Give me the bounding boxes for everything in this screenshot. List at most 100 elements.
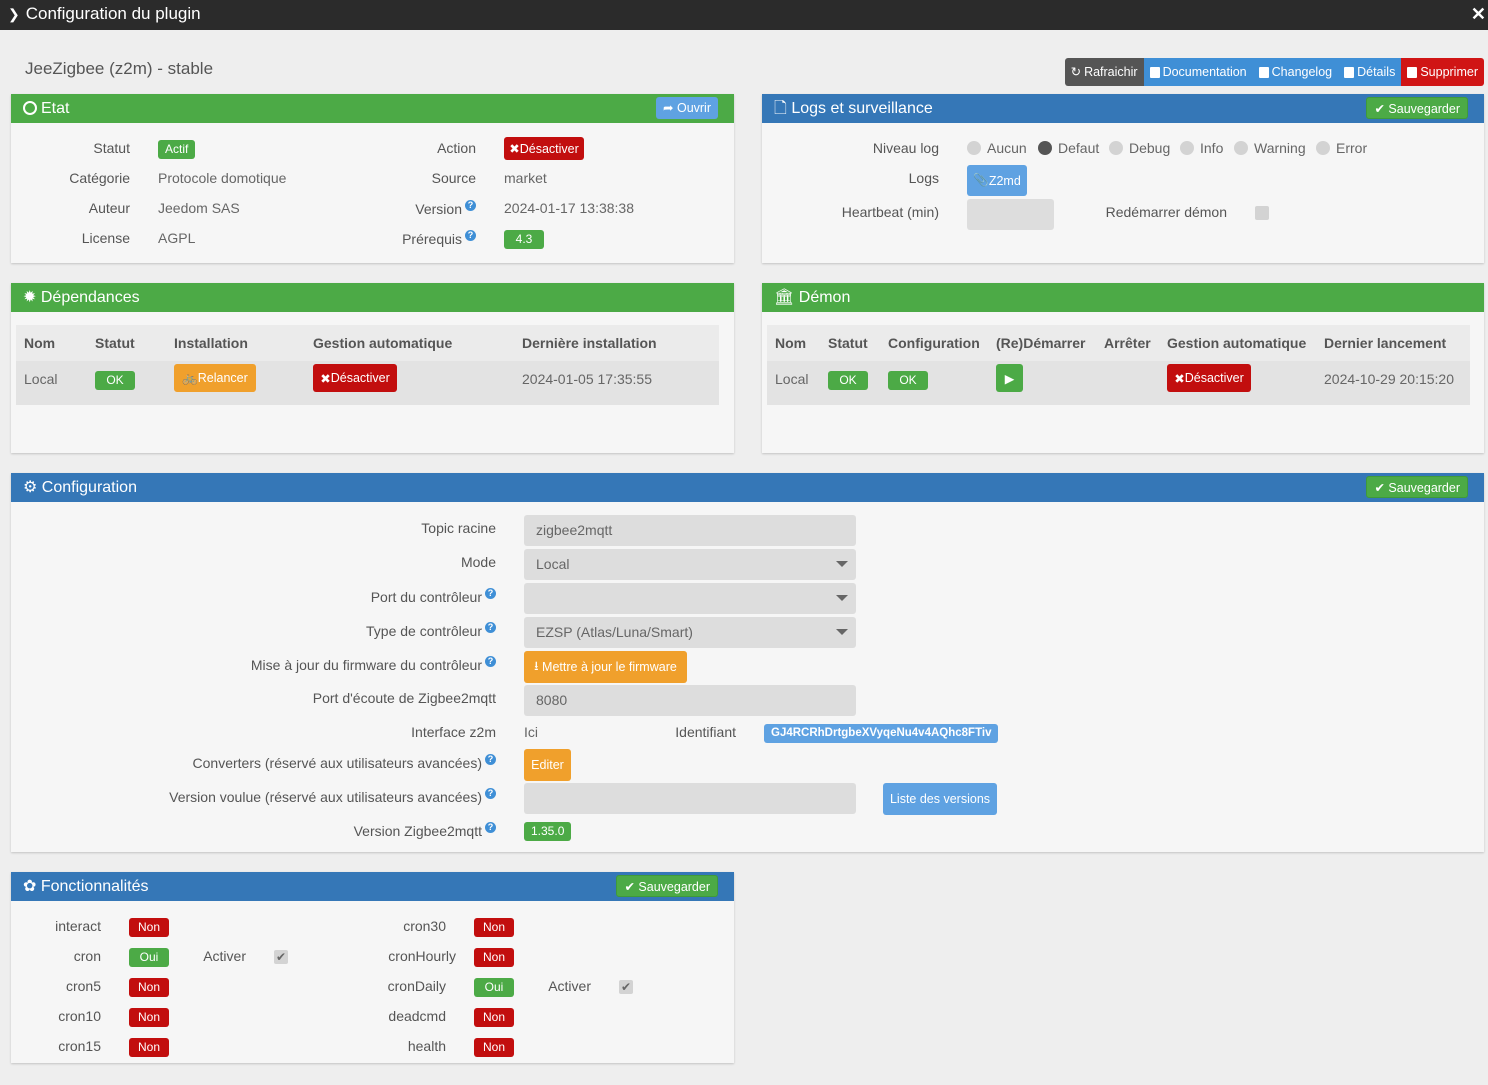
relaunch-install-button[interactable]: 🚲 Relancer xyxy=(174,364,256,392)
window-title: Configuration du plugin xyxy=(25,4,201,23)
radio-defaut[interactable] xyxy=(1038,141,1052,155)
crondaily-activate-checkbox[interactable]: ✔ xyxy=(619,980,633,994)
identifiant-badge: GJ4RCRhDrtgbeXVyqeNu4v4AQhc8FTiv xyxy=(764,724,999,743)
trash-icon xyxy=(1407,66,1418,78)
demon-nom: Local xyxy=(775,371,809,387)
delete-button[interactable]: Supprimer xyxy=(1401,58,1484,86)
dep-last-install: 2024-01-05 17:35:55 xyxy=(522,371,652,387)
dependances-header: ✹ Dépendances xyxy=(11,283,734,312)
action-label: Action xyxy=(437,140,476,156)
column-header: Nom xyxy=(775,335,807,351)
column-header: Gestion automatique xyxy=(313,335,453,351)
auteur-label: Auteur xyxy=(88,200,130,216)
radio-aucun[interactable] xyxy=(967,141,981,155)
demon-panel: 🏛 Démon Nom Statut Configuration (Re)Dém… xyxy=(762,283,1484,453)
help-icon[interactable]: ? xyxy=(465,230,476,241)
level-label: Warning xyxy=(1254,140,1306,156)
z2md-log-button[interactable]: 📎 Z2md xyxy=(967,165,1027,196)
mode-select[interactable]: Local xyxy=(524,549,856,580)
configuration-header: ⚙ Configuration ✔ Sauvegarder xyxy=(11,473,1484,502)
features-save-button[interactable]: ✔ Sauvegarder xyxy=(616,875,718,897)
wanted-version-input[interactable] xyxy=(524,783,856,814)
topic-label: Topic racine xyxy=(421,520,496,536)
demon-deactivate-button[interactable]: ✖ Désactiver xyxy=(1167,364,1251,392)
converters-label: Converters (réservé aux utilisateurs ava… xyxy=(11,754,496,771)
source-label: Source xyxy=(431,170,476,186)
cogs-icon: ⚙ xyxy=(23,479,38,496)
firmware-label: Mise à jour du firmware du contrôleur? xyxy=(11,656,496,673)
dep-deactivate-button[interactable]: ✖ Désactiver xyxy=(313,364,397,392)
close-icon[interactable]: ✕ xyxy=(1470,4,1486,24)
interface-link[interactable]: Ici xyxy=(524,724,538,740)
feature-status-badge: Non xyxy=(474,948,514,967)
puzzle-icon: ✿ xyxy=(23,878,37,895)
feature-name: health xyxy=(407,1038,446,1054)
update-firmware-button[interactable]: ⭳ Mettre à jour le firmware xyxy=(524,651,687,683)
radio-warning[interactable] xyxy=(1234,141,1248,155)
radio-info[interactable] xyxy=(1180,141,1194,155)
help-icon[interactable]: ? xyxy=(485,822,496,833)
column-header: Arrêter xyxy=(1104,335,1151,351)
feature-name: cron30 xyxy=(403,918,446,934)
feature-status-badge: Oui xyxy=(474,978,514,997)
refresh-button[interactable]: ↻ Rafraichir xyxy=(1064,58,1144,86)
window-titlebar: ❯ Configuration du plugin ✕ xyxy=(0,0,1488,30)
topic-input[interactable]: zigbee2mqtt xyxy=(524,515,856,546)
feature-status-badge: Non xyxy=(474,1038,514,1057)
restart-daemon-label: Redémarrer démon xyxy=(1105,204,1227,220)
column-header: Statut xyxy=(95,335,135,351)
feature-status-badge: Oui xyxy=(129,948,169,967)
listen-port-input[interactable]: 8080 xyxy=(524,685,856,716)
logs-panel: 🗋 Logs et surveillance ✔ Sauvegarder Niv… xyxy=(762,94,1484,263)
help-icon[interactable]: ? xyxy=(485,656,496,667)
details-button[interactable]: Détails xyxy=(1338,58,1402,86)
edit-converters-button[interactable]: Editer xyxy=(524,749,571,781)
start-daemon-button[interactable]: ▶ xyxy=(996,364,1023,392)
demon-status-badge: OK xyxy=(828,371,868,390)
z2m-version-badge: 1.35.0 xyxy=(524,822,572,841)
documentation-button[interactable]: Documentation xyxy=(1143,58,1253,86)
cron-activate-checkbox[interactable]: ✔ xyxy=(274,950,288,964)
controller-type-label: Type de contrôleur? xyxy=(11,622,496,639)
column-header: Dernier lancement xyxy=(1324,335,1447,351)
radio-error[interactable] xyxy=(1316,141,1330,155)
level-label: Error xyxy=(1336,140,1368,156)
column-header: Statut xyxy=(828,335,868,351)
version-label: Version? xyxy=(311,200,476,217)
demon-table: Nom Statut Configuration (Re)Démarrer Ar… xyxy=(767,325,1470,405)
heartbeat-input[interactable] xyxy=(967,199,1054,230)
help-icon[interactable]: ? xyxy=(485,754,496,765)
categorie-value: Protocole domotique xyxy=(158,170,287,186)
port-select[interactable] xyxy=(524,583,856,614)
mode-label: Mode xyxy=(460,554,496,570)
etat-header: Etat ➦ Ouvrir xyxy=(11,94,734,123)
restart-daemon-checkbox[interactable] xyxy=(1255,206,1269,220)
help-icon[interactable]: ? xyxy=(485,588,496,599)
port-label: Port du contrôleur? xyxy=(11,588,496,605)
help-icon[interactable]: ? xyxy=(465,200,476,211)
version-list-button[interactable]: Liste des versions xyxy=(883,783,997,815)
identifiant-label: Identifiant xyxy=(675,724,736,740)
open-button[interactable]: ➦ Ouvrir xyxy=(656,97,718,119)
config-save-button[interactable]: ✔ Sauvegarder xyxy=(1366,476,1468,498)
demon-header: 🏛 Démon xyxy=(762,283,1484,312)
column-header: Nom xyxy=(24,335,56,351)
logs-header: 🗋 Logs et surveillance ✔ Sauvegarder xyxy=(762,94,1484,123)
feature-status-badge: Non xyxy=(129,1038,169,1057)
radio-debug[interactable] xyxy=(1109,141,1123,155)
column-header: Gestion automatique xyxy=(1167,335,1307,351)
table-row: Local OK OK ▶ ✖ Désactiver 2024-10-29 20:… xyxy=(767,361,1470,405)
feature-name: cron10 xyxy=(58,1008,101,1024)
prerequis-badge: 4.3 xyxy=(504,230,544,249)
feature-status-badge: Non xyxy=(129,1008,169,1027)
etat-panel: Etat ➦ Ouvrir Statut Actif Catégorie Pro… xyxy=(11,94,734,263)
logs-save-button[interactable]: ✔ Sauvegarder xyxy=(1366,97,1468,119)
auteur-value: Jeedom SAS xyxy=(158,200,240,216)
feature-status-badge: Non xyxy=(474,1008,514,1027)
deactivate-plugin-button[interactable]: ✖ Désactiver xyxy=(504,137,584,160)
controller-type-select[interactable]: EZSP (Atlas/Luna/Smart) xyxy=(524,617,856,648)
book-icon xyxy=(1258,66,1269,78)
help-icon[interactable]: ? xyxy=(485,788,496,799)
changelog-button[interactable]: Changelog xyxy=(1252,58,1339,86)
help-icon[interactable]: ? xyxy=(485,622,496,633)
